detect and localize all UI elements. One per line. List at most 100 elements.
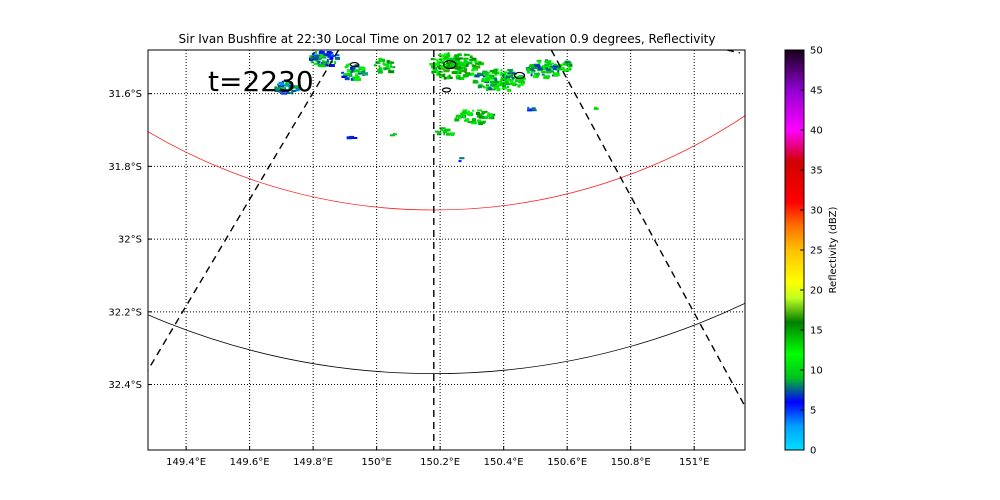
echo-pixel — [431, 65, 434, 69]
echo-pixel — [378, 57, 383, 61]
echo-pixel — [352, 66, 356, 69]
echo-pixel — [276, 83, 279, 86]
echo-pixel — [502, 74, 508, 78]
echo-pixel — [281, 86, 286, 90]
echo-pixel — [385, 65, 390, 69]
echo-pixel — [460, 66, 466, 69]
echo-pixel — [388, 70, 395, 74]
echo-pixel — [457, 72, 459, 75]
echo-pixel — [478, 122, 484, 126]
echo-pixel — [569, 64, 573, 66]
echo-pixel — [291, 90, 297, 92]
echo-pixel — [531, 107, 536, 110]
echo-pixel — [290, 82, 293, 84]
echo-pixel — [492, 81, 499, 84]
echo-pixel — [286, 84, 293, 87]
echo-pixel — [436, 59, 439, 63]
echo-pixel — [468, 73, 473, 76]
echo-pixel — [478, 73, 485, 77]
lon-tick-label: 151°E — [679, 457, 709, 468]
echo-pixel — [485, 74, 489, 78]
echo-pixel — [389, 134, 395, 137]
echo-pixel — [489, 80, 494, 84]
echo-pixel — [460, 112, 466, 116]
echo-pixel — [483, 71, 488, 75]
echo-pixel — [530, 70, 535, 73]
echo-pixel — [462, 61, 467, 64]
echo-pixel — [281, 92, 288, 95]
echo-pixel — [520, 77, 526, 80]
echo-pixel — [463, 65, 467, 67]
echo-pixel — [468, 113, 474, 116]
echo-pixel — [356, 70, 361, 73]
echo-pixel — [510, 75, 514, 78]
colorbar-tick-label: 5 — [810, 406, 816, 417]
echo-pixel — [444, 128, 451, 132]
lon-tick-label: 150.4°E — [484, 457, 524, 468]
echo-pixel — [506, 82, 513, 85]
echo-pixel — [443, 57, 449, 61]
echo-pixel — [291, 91, 294, 95]
echo-pixel — [545, 65, 548, 68]
echo-pixel — [437, 61, 444, 64]
echo-pixel — [501, 86, 507, 90]
echo-pixel — [329, 55, 336, 58]
echo-pixel — [388, 68, 391, 72]
echo-pixel — [483, 75, 486, 78]
echo-pixel — [463, 115, 465, 119]
echo-pixel — [352, 76, 357, 79]
echo-pixel — [488, 74, 492, 77]
echo-pixel — [454, 118, 460, 122]
echo-pixel — [392, 133, 397, 136]
echo-pixel — [560, 66, 565, 69]
echo-pixel — [440, 129, 444, 132]
beam-line — [550, 50, 745, 407]
echo-pixel — [435, 130, 439, 133]
lon-tick-label: 149.8°E — [293, 457, 333, 468]
echo-pixel — [507, 74, 512, 77]
echo-pixel — [557, 70, 560, 74]
echo-cluster — [527, 106, 537, 112]
echo-pixel — [487, 74, 490, 78]
echo-pixel — [471, 122, 478, 125]
echo-pixel — [279, 82, 284, 86]
colorbar: 0 5 10 15 20 25 30 35 40 45 50 Reflectivity (dBZ) — [784, 46, 839, 457]
echo-pixel — [473, 60, 479, 63]
echo-contour — [513, 71, 526, 80]
echo-pixel — [472, 67, 478, 71]
echo-pixel — [488, 87, 493, 91]
echo-cluster — [593, 106, 599, 110]
echo-pixel — [533, 66, 538, 69]
echo-pixel — [531, 109, 537, 112]
lon-tick-label: 150°E — [361, 457, 391, 468]
echo-pixel — [464, 59, 468, 63]
echo-pixel — [457, 72, 462, 75]
echo-pixel — [373, 64, 376, 67]
echo-pixel — [451, 71, 458, 75]
map-plot-area: 149.4°E 149.6°E 149.8°E 150°E 150.2°E 150.4°E… — [108, 49, 746, 468]
colorbar-tick-label: 35 — [810, 166, 823, 177]
echo-pixel — [452, 59, 456, 62]
echo-pixel — [476, 65, 481, 69]
echo-pixel — [510, 82, 517, 85]
echo-pixel — [440, 59, 443, 62]
echo-pixel — [472, 79, 478, 82]
echo-pixel — [500, 71, 503, 74]
echo-pixel — [548, 65, 551, 69]
echo-pixel — [477, 62, 484, 66]
echo-pixel — [477, 61, 482, 64]
echo-cluster — [373, 57, 396, 74]
echo-pixel — [466, 61, 473, 65]
echo-pixel — [496, 88, 501, 92]
echo-pixel — [386, 60, 390, 64]
echo-pixel — [544, 64, 550, 66]
echo-pixel — [463, 59, 466, 63]
lon-tick-label: 150.8°E — [611, 457, 651, 468]
echo-pixel — [442, 131, 447, 134]
echo-pixel — [309, 57, 313, 61]
echo-pixel — [537, 67, 543, 71]
echo-pixel — [482, 116, 489, 119]
echo-pixel — [477, 85, 482, 89]
echo-pixel — [485, 110, 488, 113]
echo-pixel — [362, 73, 368, 76]
